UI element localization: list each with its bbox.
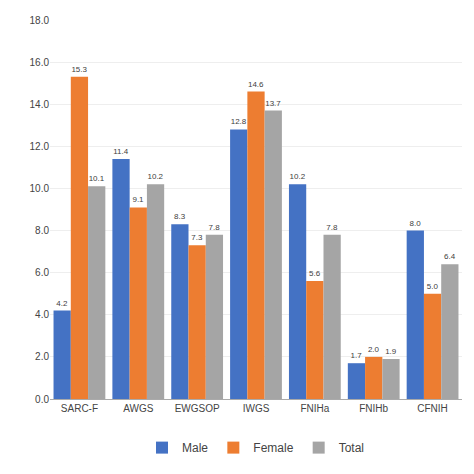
svg-text:Total: Total	[339, 441, 364, 455]
svg-text:5.6: 5.6	[309, 269, 321, 278]
svg-text:8.0: 8.0	[35, 225, 49, 236]
svg-text:IWGS: IWGS	[243, 403, 270, 414]
svg-text:2.0: 2.0	[35, 351, 49, 362]
svg-text:10.2: 10.2	[290, 172, 306, 181]
svg-text:18.0: 18.0	[30, 15, 50, 26]
svg-text:12.0: 12.0	[30, 141, 50, 152]
svg-text:11.4: 11.4	[113, 147, 129, 156]
svg-text:2.0: 2.0	[368, 345, 380, 354]
svg-text:1.7: 1.7	[351, 351, 363, 360]
svg-text:7.8: 7.8	[209, 223, 221, 232]
svg-text:7.8: 7.8	[326, 223, 338, 232]
svg-text:14.0: 14.0	[30, 99, 50, 110]
svg-text:9.1: 9.1	[132, 195, 144, 204]
svg-text:4.0: 4.0	[35, 309, 49, 320]
svg-text:5.0: 5.0	[427, 282, 439, 291]
svg-text:16.0: 16.0	[30, 57, 50, 68]
svg-text:1.9: 1.9	[385, 347, 397, 356]
svg-text:7.3: 7.3	[191, 233, 203, 242]
svg-text:EWGSOP: EWGSOP	[175, 403, 220, 414]
svg-text:AWGS: AWGS	[123, 403, 154, 414]
svg-text:CFNIH: CFNIH	[417, 403, 448, 414]
svg-text:8.3: 8.3	[174, 212, 186, 221]
svg-text:FNIHa: FNIHa	[300, 403, 329, 414]
svg-text:FNIHb: FNIHb	[359, 403, 388, 414]
svg-text:10.1: 10.1	[89, 174, 105, 183]
svg-text:12.8: 12.8	[231, 117, 247, 126]
svg-text:6.4: 6.4	[444, 252, 456, 261]
svg-text:6.0: 6.0	[35, 267, 49, 278]
svg-text:Male: Male	[182, 441, 208, 455]
svg-text:0.0: 0.0	[35, 394, 49, 405]
svg-text:10.2: 10.2	[147, 172, 163, 181]
svg-text:15.3: 15.3	[71, 65, 87, 74]
svg-text:14.6: 14.6	[248, 80, 264, 89]
svg-text:SARC-F: SARC-F	[61, 403, 98, 414]
svg-text:8.0: 8.0	[409, 219, 421, 228]
svg-text:10.0: 10.0	[30, 183, 50, 194]
svg-text:13.7: 13.7	[265, 99, 281, 108]
svg-text:Female: Female	[253, 441, 293, 455]
svg-text:4.2: 4.2	[56, 299, 68, 308]
